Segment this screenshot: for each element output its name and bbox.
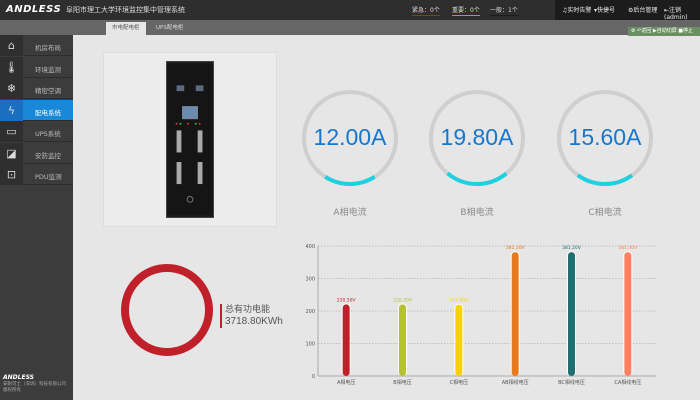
bar: [624, 252, 632, 376]
bar-value-label: 219.80V: [449, 298, 469, 304]
sidebar-item-label: 环境监测: [35, 65, 61, 74]
bar-value-label: 220.50V: [337, 297, 357, 303]
energy-readout: 总有功电能 3718.80KWh: [220, 304, 283, 328]
bar-value-label: 381.20V: [562, 245, 582, 251]
current-label: C相电流: [588, 208, 622, 218]
current-label: A相电流: [333, 208, 367, 218]
energy-value: 3718.80KWh: [225, 316, 283, 327]
voltage-chart: 0 100 200 300 400 220.50V A相电压 220.30V B相电压 219.8…: [305, 244, 656, 386]
x-tick-label: AB相线电压: [502, 379, 529, 386]
sidebar-item-label: 安防监控: [35, 151, 61, 160]
y-tick-label: 200: [305, 309, 315, 315]
top-menu-item[interactable]: ▾快捷号: [594, 7, 616, 14]
sidebar-item[interactable]: ⊡ PDU监测: [0, 164, 73, 185]
bar: [455, 304, 463, 376]
sidebar-item-label: 精密空调: [35, 87, 61, 95]
battery-icon: ▭: [0, 121, 23, 142]
bar: [399, 304, 406, 376]
sidebar-item[interactable]: ϟ 配电系统: [0, 99, 73, 121]
socket-icon: ⊡: [0, 164, 23, 185]
home-icon: ⌂: [0, 35, 23, 56]
copyright: 版权所有: [3, 388, 21, 393]
sidebar-item[interactable]: ◪ 安防监控: [0, 142, 73, 164]
x-tick-label: A相电压: [337, 379, 355, 386]
y-tick-label: 0: [312, 374, 315, 380]
sidebar-item[interactable]: 🌡 环境监测: [0, 56, 73, 78]
sidebar-item-label: 配电系统: [35, 108, 61, 117]
snowflake-icon: ❄: [0, 78, 23, 99]
x-tick-label: BC相线电压: [558, 379, 585, 386]
app-title: 阜阳市理工大学环境监控集中管理系统: [66, 6, 185, 14]
top-menu-item[interactable]: ♫实时告警: [562, 7, 592, 14]
cabinet-image: [166, 61, 214, 218]
y-tick-label: 300: [305, 277, 315, 283]
sidebar-item-label: PDU监测: [35, 173, 62, 181]
thermometer-icon: 🌡: [0, 56, 23, 78]
bar-value-label: 381.30V: [618, 245, 638, 251]
current-value: 19.80A: [440, 124, 514, 150]
top-menu: [555, 0, 700, 20]
tab-city-power[interactable]: 市电配电柜: [106, 22, 146, 35]
energy-label: 总有功电能: [225, 305, 271, 315]
tab-ups-power[interactable]: UPS配电柜: [156, 25, 184, 31]
energy-ring: [121, 264, 213, 356]
top-menu-item[interactable]: ⚙后台管理: [628, 7, 658, 14]
company: 安耐可士（深圳）科技有限公司: [3, 382, 66, 387]
current-gauge: [302, 90, 398, 186]
alarm-count[interactable]: 重要：0个: [452, 7, 480, 16]
camera-icon: ◪: [0, 142, 23, 164]
x-tick-label: CA相线电压: [614, 379, 641, 386]
bar: [342, 304, 350, 376]
sidebar-item-label: 机房布局: [35, 44, 61, 52]
bar-value-label: 381.30V: [506, 245, 526, 251]
current-label: B相电流: [460, 208, 494, 218]
sidebar-item[interactable]: ▭ UPS系统: [0, 121, 73, 142]
alarm-count[interactable]: 一般：1个: [490, 7, 518, 16]
bar: [568, 252, 575, 376]
footer-logo: ANDLESS: [3, 374, 34, 381]
x-tick-label: B相电压: [393, 379, 411, 386]
top-menu-item[interactable]: ⇤注销(admin): [664, 7, 688, 21]
current-value: 15.60A: [568, 124, 642, 150]
current-gauge: [557, 90, 653, 186]
footer: ANDLESS 安耐可士（深圳）科技有限公司 版权所有: [3, 375, 66, 394]
lightning-icon: ϟ: [0, 99, 23, 121]
x-tick-label: C相电压: [450, 379, 469, 386]
y-tick-label: 400: [305, 244, 315, 250]
current-value: 12.00A: [313, 124, 387, 150]
screen-controls[interactable]: ⚙ ↶返回 ▶自动切屏 ■停止: [628, 27, 700, 36]
y-tick-label: 100: [305, 342, 315, 348]
sidebar-item-label: UPS系统: [35, 130, 61, 138]
sidebar-item[interactable]: ⌂ 机房布局: [0, 35, 73, 56]
bar-value-label: 220.30V: [393, 297, 413, 303]
sidebar-item[interactable]: ❄ 精密空调: [0, 78, 73, 99]
current-gauge: [429, 90, 525, 186]
logo: ANDLESS: [6, 4, 62, 15]
bar: [511, 252, 519, 376]
tab-bar: [0, 20, 700, 35]
top-bar: ANDLESS 阜阳市理工大学环境监控集中管理系统 紧急：0个 重要：0个 一般：1…: [0, 0, 700, 21]
alarm-count[interactable]: 紧急：0个: [412, 7, 440, 16]
